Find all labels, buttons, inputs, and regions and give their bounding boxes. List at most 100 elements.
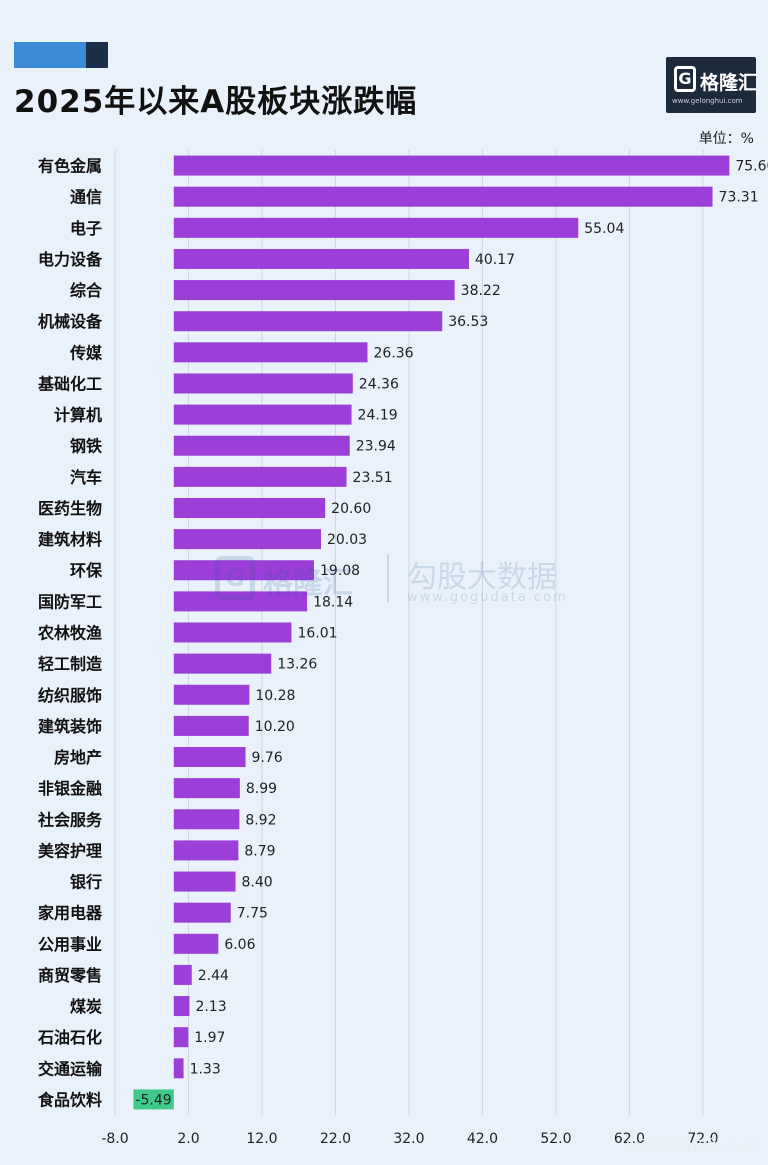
bar <box>173 871 236 892</box>
bar <box>173 715 249 736</box>
value-label: 20.60 <box>331 501 371 517</box>
value-label: 26.36 <box>374 345 414 361</box>
bar <box>173 1027 189 1048</box>
category-label: 商贸零售 <box>38 966 102 985</box>
value-label: 18.14 <box>313 594 353 610</box>
bar <box>173 248 469 269</box>
value-label: 10.28 <box>255 688 295 704</box>
logo-icon: G <box>674 66 696 92</box>
value-label: 16.01 <box>297 626 337 642</box>
bar <box>173 622 292 643</box>
category-label: 纺织服饰 <box>38 686 102 705</box>
category-label: 农林牧渔 <box>37 624 102 643</box>
category-label: 轻工制造 <box>38 655 103 674</box>
logo-text: 格隆汇 <box>700 72 758 94</box>
x-tick-label: -8.0 <box>101 1131 128 1147</box>
bar <box>173 186 713 207</box>
value-label: 2.13 <box>195 999 226 1015</box>
bar <box>173 155 730 176</box>
brand-logo: G 格隆汇 www.gelonghui.com <box>666 57 758 113</box>
value-label: 23.94 <box>356 439 396 455</box>
title-accent-bar <box>14 42 86 68</box>
category-label: 国防军工 <box>38 592 102 611</box>
value-label: 55.04 <box>584 221 624 237</box>
bar <box>173 280 455 301</box>
x-tick-label: 32.0 <box>393 1131 424 1147</box>
bar <box>173 342 368 363</box>
x-tick-label: 12.0 <box>246 1131 277 1147</box>
bar <box>133 1089 174 1110</box>
category-label: 电力设备 <box>38 250 103 269</box>
value-label: 75.60 <box>735 159 768 175</box>
category-label: 房地产 <box>54 748 102 767</box>
category-label: 银行 <box>70 873 102 892</box>
bar <box>173 902 231 923</box>
value-label: 8.99 <box>246 781 277 797</box>
value-label: 73.31 <box>719 190 759 206</box>
value-label: 24.19 <box>358 408 398 424</box>
category-label: 基础化工 <box>37 374 102 393</box>
category-label: 传媒 <box>69 343 103 362</box>
bar <box>173 964 192 985</box>
bar <box>173 529 321 550</box>
value-label: 1.33 <box>190 1061 221 1077</box>
category-label: 石油石化 <box>37 1028 102 1047</box>
x-tick-label: 22.0 <box>320 1131 351 1147</box>
value-label: 20.03 <box>327 532 367 548</box>
title-accent-bar-dark <box>86 42 108 68</box>
category-label: 有色金属 <box>38 157 102 176</box>
bar <box>173 497 326 518</box>
value-label: 8.92 <box>245 812 276 828</box>
unit-label: 单位：% <box>698 131 754 147</box>
value-label: 40.17 <box>475 252 515 268</box>
bar <box>173 840 239 861</box>
bar <box>173 404 352 425</box>
bar <box>173 809 240 830</box>
value-label: 8.40 <box>242 875 273 891</box>
value-label: 2.44 <box>198 968 229 984</box>
bar <box>173 747 246 768</box>
value-label: 19.08 <box>320 563 360 579</box>
category-label: 医药生物 <box>38 499 102 518</box>
x-tick-label: 62.0 <box>614 1131 645 1147</box>
bar <box>173 560 315 581</box>
category-label: 建筑装饰 <box>38 717 102 736</box>
weibo-handle: @琅琊榜首张大仙 <box>624 1137 760 1157</box>
category-label: 家用电器 <box>38 904 103 923</box>
x-tick-label: 72.0 <box>687 1131 718 1147</box>
category-label: 通信 <box>70 188 102 207</box>
value-label: 13.26 <box>277 657 317 673</box>
bar <box>173 684 250 705</box>
bar <box>173 466 347 487</box>
category-label: 综合 <box>70 281 103 300</box>
value-label: 8.79 <box>244 843 275 859</box>
category-label: 食品饮料 <box>37 1090 102 1109</box>
category-label: 环保 <box>70 561 103 580</box>
x-tick-label: 2.0 <box>177 1131 199 1147</box>
category-label: 交通运输 <box>38 1059 103 1078</box>
bar <box>173 996 190 1017</box>
bar <box>173 311 443 332</box>
value-label: 38.22 <box>461 283 501 299</box>
bar <box>173 373 353 394</box>
value-label: 9.76 <box>252 750 283 766</box>
value-label: 7.75 <box>237 906 268 922</box>
category-label: 建筑材料 <box>38 530 102 549</box>
category-label: 机械设备 <box>38 312 103 331</box>
category-label: 煤炭 <box>70 997 102 1016</box>
bar <box>173 778 240 799</box>
category-label: 公用事业 <box>38 935 102 954</box>
value-label: 24.36 <box>359 376 399 392</box>
category-label: 计算机 <box>54 406 102 425</box>
category-label: 钢铁 <box>70 437 102 456</box>
x-tick-label: 42.0 <box>467 1131 498 1147</box>
value-label: 1.97 <box>194 1030 225 1046</box>
value-label: 36.53 <box>448 314 488 330</box>
chart-title: 2025年以来A股板块涨跌幅 <box>14 84 418 120</box>
logo-url: www.gelonghui.com <box>672 97 743 105</box>
value-label: 23.51 <box>353 470 393 486</box>
category-label: 美容护理 <box>38 841 102 860</box>
category-label: 社会服务 <box>37 810 103 829</box>
bar <box>173 435 350 456</box>
